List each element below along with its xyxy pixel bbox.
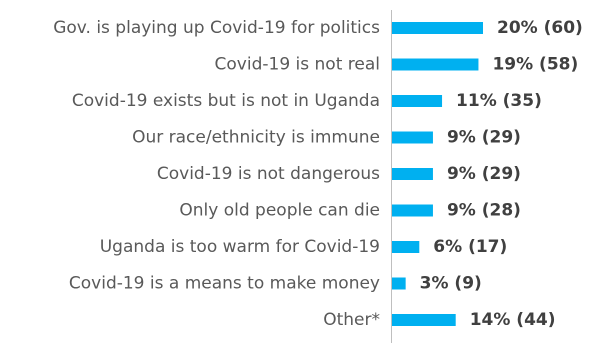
bar <box>392 22 483 34</box>
bar <box>392 168 433 180</box>
category-labels: Gov. is playing up Covid-19 for politics… <box>53 18 380 330</box>
data-label: 3% (9) <box>420 274 482 294</box>
category-label: Covid-19 is a means to make money <box>69 274 380 294</box>
category-label: Our race/ethnicity is immune <box>132 128 380 148</box>
data-label: 9% (29) <box>447 164 521 184</box>
data-label: 20% (60) <box>497 18 583 38</box>
category-label: Covid-19 is not real <box>215 55 380 75</box>
bar <box>392 204 433 217</box>
bar <box>392 95 443 107</box>
category-label: Other* <box>323 310 380 330</box>
data-label: 6% (17) <box>433 237 507 257</box>
bar <box>392 314 456 326</box>
category-label: Covid-19 is not dangerous <box>157 164 380 184</box>
data-label: 9% (28) <box>447 201 521 221</box>
bar <box>392 131 433 144</box>
bars <box>392 22 483 326</box>
bar <box>392 241 420 253</box>
category-label: Uganda is too warm for Covid-19 <box>100 237 380 257</box>
data-label: 14% (44) <box>470 310 556 330</box>
data-label: 19% (58) <box>492 55 578 75</box>
data-label: 9% (29) <box>447 128 521 148</box>
category-label: Gov. is playing up Covid-19 for politics <box>53 18 380 38</box>
category-label: Only old people can die <box>179 201 380 221</box>
bar <box>392 58 479 71</box>
bar <box>392 277 406 290</box>
data-labels: 20% (60) 19% (58) 11% (35) 9% (29) 9% (29) 9%… <box>420 18 583 330</box>
data-label: 11% (35) <box>456 91 542 111</box>
category-label: Covid-19 exists but is not in Uganda <box>72 91 380 111</box>
